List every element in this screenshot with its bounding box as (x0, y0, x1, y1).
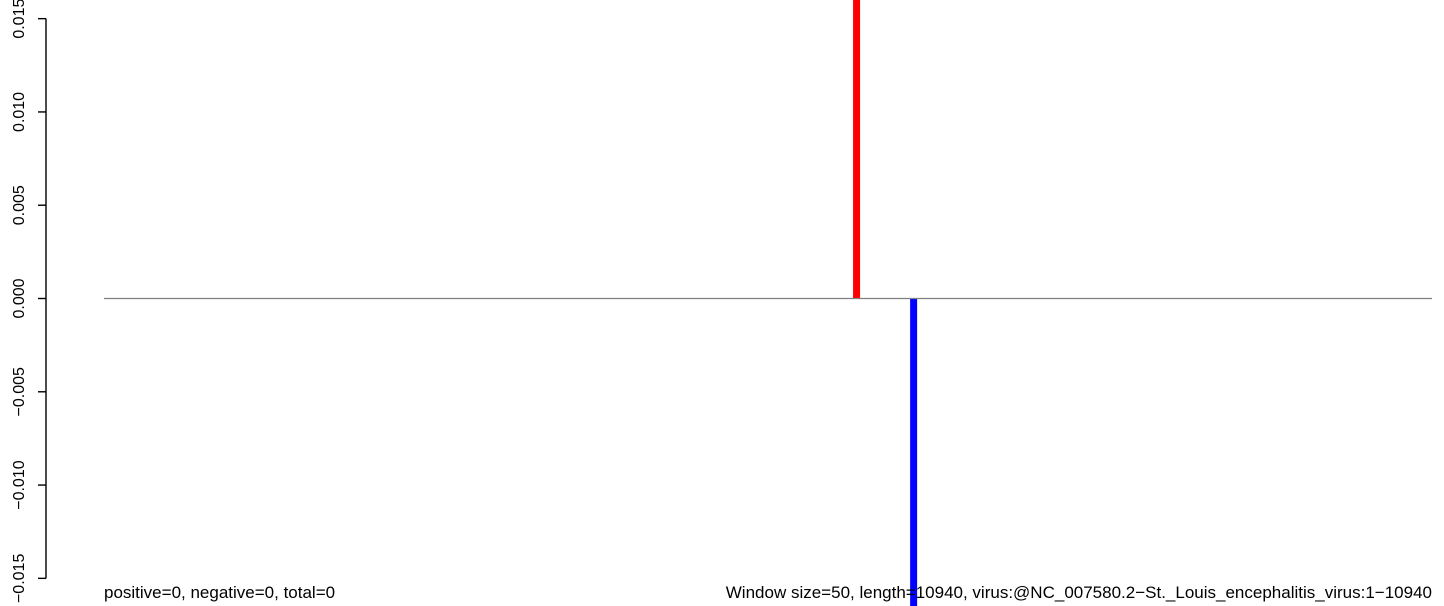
y-axis: −0.015 −0.010 −0.005 0.000 0.005 0.010 0.015 (11, 0, 47, 603)
y-tick-label: −0.010 (11, 460, 28, 509)
bars (853, 0, 918, 606)
annotation-window-info: Window size=50, length=10940, virus:@NC_… (726, 583, 1432, 602)
annotation-counts: positive=0, negative=0, total=0 (104, 583, 335, 602)
y-tick-label: 0.005 (11, 185, 28, 225)
positive-bar (853, 0, 861, 299)
y-tick-label: −0.015 (11, 554, 28, 603)
y-tick-label: 0.010 (11, 92, 28, 132)
y-tick-label: 0.000 (11, 278, 28, 318)
negative-bar (910, 298, 918, 606)
y-tick-label: −0.005 (11, 367, 28, 416)
y-tick-label: 0.015 (11, 0, 28, 39)
